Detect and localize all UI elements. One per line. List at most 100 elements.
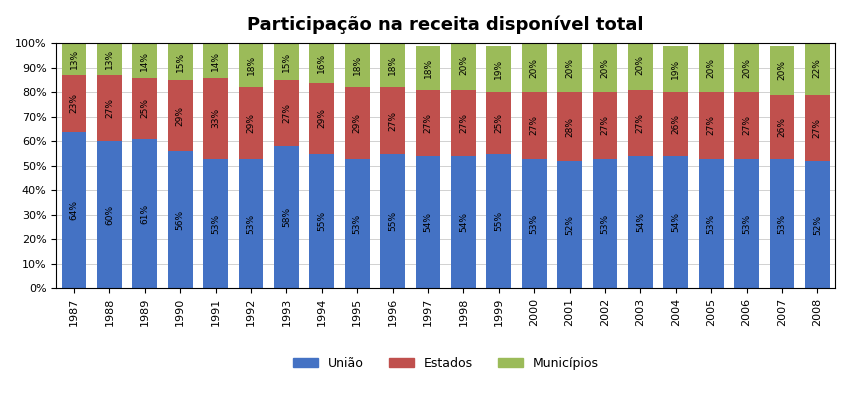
- Bar: [167, 43, 193, 80]
- Bar: [416, 46, 440, 90]
- Text: 16%: 16%: [317, 53, 326, 73]
- Text: 27%: 27%: [706, 116, 716, 136]
- Bar: [699, 43, 723, 92]
- Text: 54%: 54%: [423, 212, 433, 232]
- Bar: [239, 87, 264, 158]
- Text: 54%: 54%: [636, 212, 645, 232]
- Text: 20%: 20%: [706, 58, 716, 78]
- Bar: [133, 139, 157, 289]
- Text: 60%: 60%: [105, 205, 114, 225]
- Text: 53%: 53%: [778, 213, 786, 234]
- Bar: [663, 46, 688, 92]
- Text: 27%: 27%: [459, 113, 468, 133]
- Text: 27%: 27%: [388, 110, 397, 131]
- Text: 27%: 27%: [813, 118, 822, 138]
- Text: 25%: 25%: [494, 113, 503, 133]
- Bar: [805, 161, 830, 289]
- Bar: [274, 43, 299, 80]
- Bar: [628, 90, 653, 156]
- Bar: [592, 158, 617, 289]
- Bar: [805, 41, 830, 95]
- Text: 20%: 20%: [778, 60, 786, 80]
- Text: 15%: 15%: [176, 52, 184, 72]
- Text: 22%: 22%: [813, 58, 822, 78]
- Bar: [734, 92, 759, 158]
- Bar: [522, 43, 547, 92]
- Text: 27%: 27%: [530, 116, 539, 136]
- Text: 14%: 14%: [140, 50, 150, 71]
- Bar: [805, 95, 830, 161]
- Text: 54%: 54%: [459, 212, 468, 232]
- Text: 53%: 53%: [530, 213, 539, 234]
- Text: 55%: 55%: [388, 211, 397, 231]
- Text: 18%: 18%: [423, 58, 433, 78]
- Bar: [486, 46, 511, 92]
- Text: 27%: 27%: [636, 113, 645, 133]
- Text: 29%: 29%: [317, 108, 326, 128]
- Bar: [486, 92, 511, 154]
- Bar: [557, 92, 582, 161]
- Bar: [309, 43, 334, 83]
- Bar: [239, 43, 264, 87]
- Text: 20%: 20%: [600, 58, 609, 78]
- Bar: [62, 75, 87, 131]
- Bar: [451, 41, 476, 90]
- Text: 20%: 20%: [636, 55, 645, 76]
- Text: 58%: 58%: [282, 207, 291, 227]
- Text: 13%: 13%: [105, 49, 114, 69]
- Text: 25%: 25%: [140, 98, 150, 118]
- Text: 53%: 53%: [742, 213, 751, 234]
- Text: 20%: 20%: [459, 55, 468, 76]
- Text: 52%: 52%: [813, 215, 822, 235]
- Bar: [380, 154, 405, 289]
- Text: 61%: 61%: [140, 204, 150, 224]
- Bar: [62, 43, 87, 75]
- Text: 13%: 13%: [70, 49, 78, 69]
- Bar: [592, 92, 617, 158]
- Bar: [274, 80, 299, 146]
- Text: 18%: 18%: [246, 55, 256, 76]
- Text: 19%: 19%: [494, 59, 503, 79]
- Bar: [628, 41, 653, 90]
- Text: 53%: 53%: [706, 213, 716, 234]
- Text: 29%: 29%: [246, 113, 256, 133]
- Text: 14%: 14%: [211, 50, 220, 71]
- Bar: [97, 142, 122, 289]
- Text: 27%: 27%: [105, 98, 114, 118]
- Bar: [239, 158, 264, 289]
- Bar: [769, 95, 794, 158]
- Bar: [380, 43, 405, 87]
- Text: 64%: 64%: [70, 200, 78, 220]
- Bar: [557, 43, 582, 92]
- Bar: [486, 154, 511, 289]
- Text: 29%: 29%: [353, 113, 362, 133]
- Bar: [416, 156, 440, 289]
- Bar: [592, 43, 617, 92]
- Bar: [133, 78, 157, 139]
- Bar: [522, 158, 547, 289]
- Bar: [416, 90, 440, 156]
- Text: 19%: 19%: [672, 59, 680, 79]
- Text: 55%: 55%: [494, 211, 503, 231]
- Bar: [309, 154, 334, 289]
- Bar: [451, 90, 476, 156]
- Text: 28%: 28%: [565, 117, 574, 136]
- Bar: [380, 87, 405, 154]
- Bar: [345, 158, 370, 289]
- Text: 20%: 20%: [742, 58, 751, 78]
- Text: 15%: 15%: [282, 52, 291, 72]
- Bar: [699, 92, 723, 158]
- Text: 23%: 23%: [70, 93, 78, 113]
- Text: 56%: 56%: [176, 210, 184, 230]
- Legend: União, Estados, Municípios: União, Estados, Municípios: [287, 352, 604, 375]
- Bar: [345, 43, 370, 87]
- Bar: [203, 78, 228, 158]
- Bar: [62, 131, 87, 289]
- Bar: [203, 43, 228, 78]
- Bar: [274, 146, 299, 289]
- Bar: [203, 158, 228, 289]
- Text: 27%: 27%: [742, 116, 751, 136]
- Title: Participação na receita disponível total: Participação na receita disponível total: [247, 15, 644, 34]
- Bar: [628, 156, 653, 289]
- Bar: [769, 158, 794, 289]
